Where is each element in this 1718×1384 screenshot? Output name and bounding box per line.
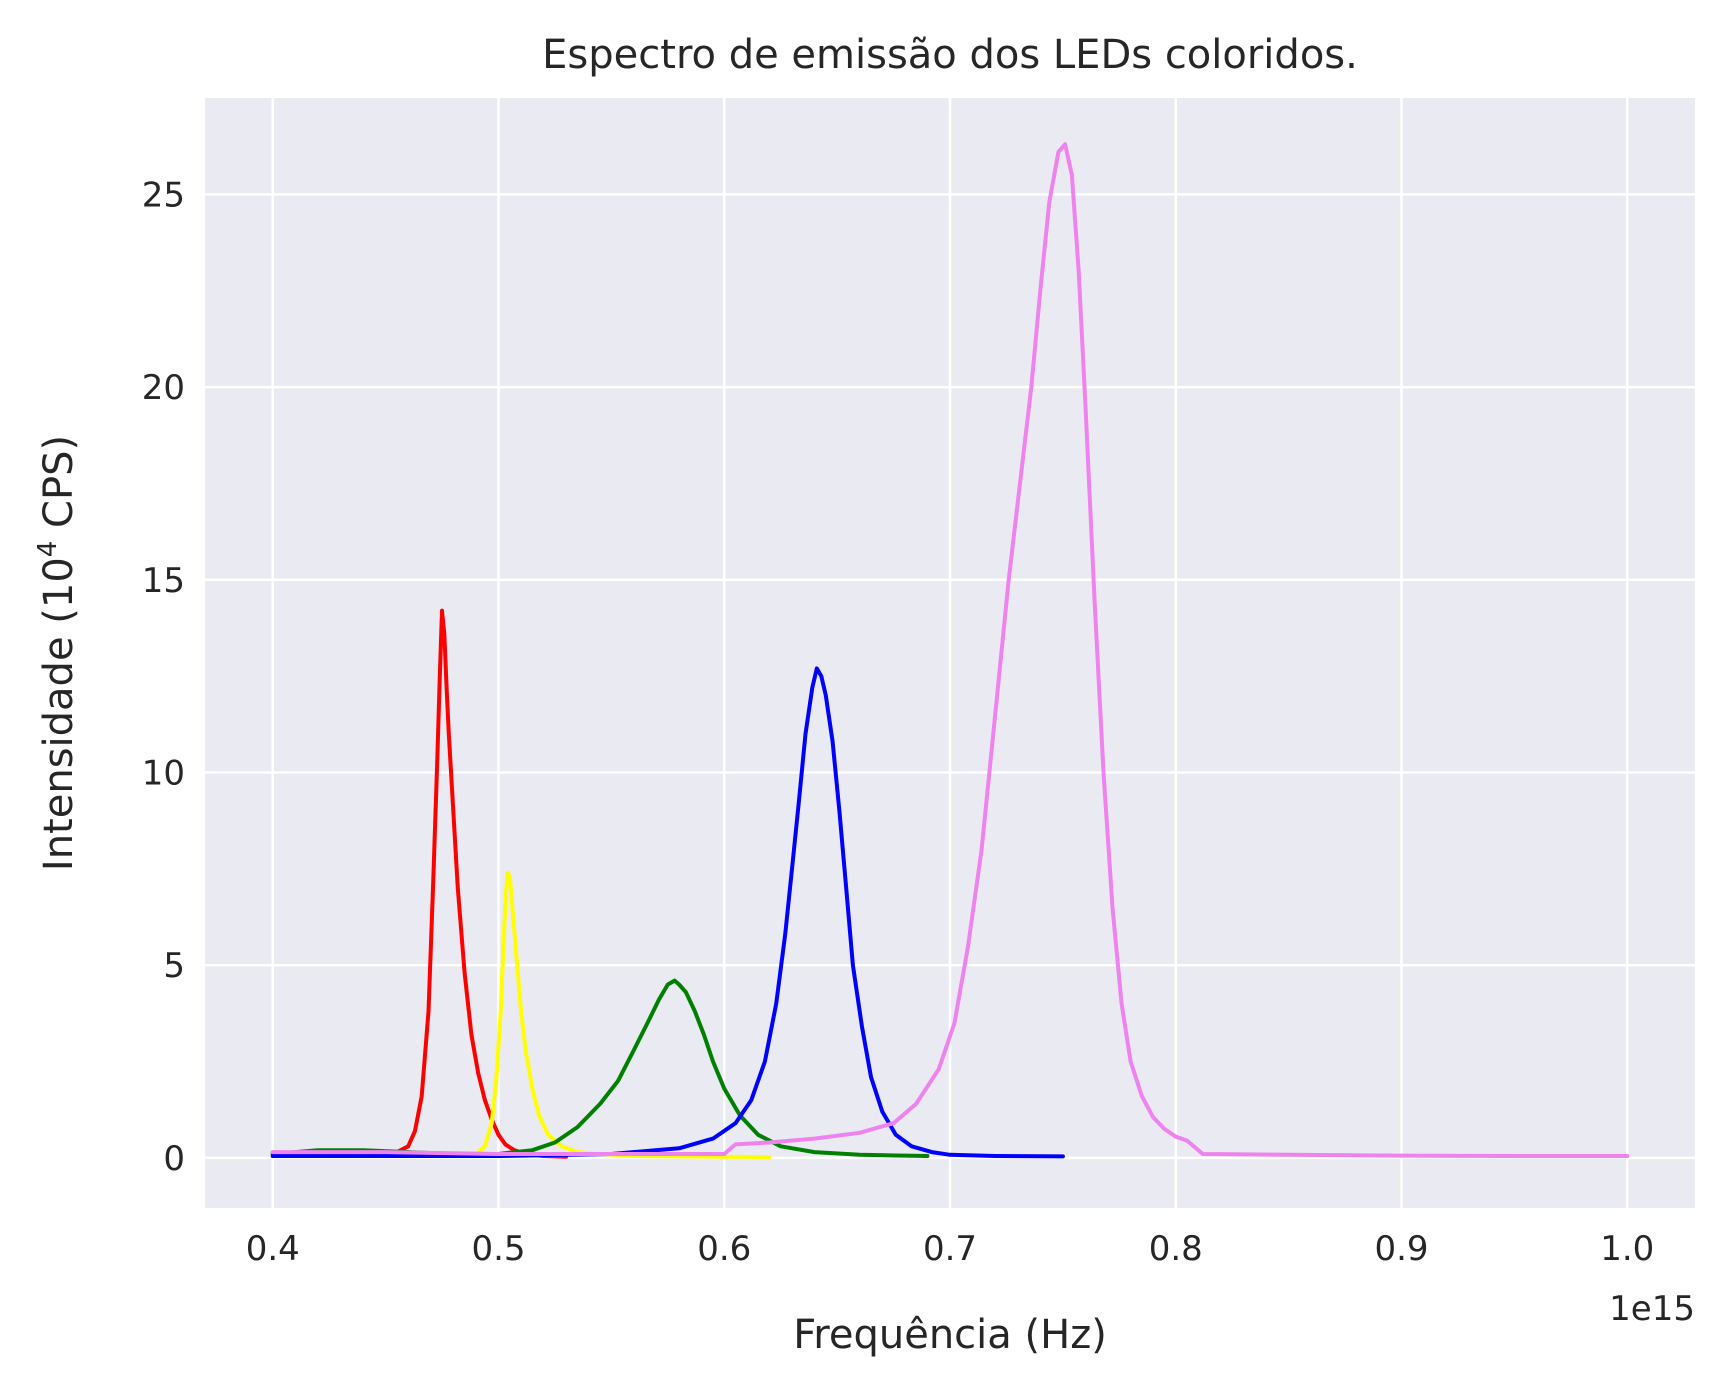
x-offset-label: 1e15: [1609, 1289, 1695, 1329]
grid: [205, 98, 1695, 1208]
y-tick-label: 15: [142, 561, 185, 601]
x-tick-label: 1.0: [1600, 1229, 1654, 1269]
chart-title: Espectro de emissão dos LEDs coloridos.: [542, 32, 1358, 78]
y-axis-label-main: Intensidade (10: [36, 557, 82, 871]
x-tick-label: 0.6: [697, 1229, 751, 1269]
y-axis-label-end: CPS): [36, 435, 82, 541]
x-axis-label: Frequência (Hz): [793, 1312, 1107, 1358]
y-tick-label: 5: [163, 946, 185, 986]
series-line: [270, 666, 1065, 1159]
x-tick-label: 0.8: [1149, 1229, 1203, 1269]
x-tick-label: 0.4: [246, 1229, 300, 1269]
y-tick-label: 10: [142, 753, 185, 793]
y-tick-label: 20: [142, 368, 185, 408]
y-axis-label: Intensidade (104 CPS): [33, 435, 82, 871]
series-layer: [270, 142, 1630, 1160]
x-axis-ticks: 0.4 0.5 0.6 0.7 0.8 0.9 1.0: [246, 1229, 1655, 1269]
x-tick-label: 0.7: [923, 1229, 977, 1269]
y-axis-ticks: 0 5 10 15 20 25: [142, 175, 185, 1179]
x-tick-label: 0.5: [471, 1229, 525, 1269]
series-line: [270, 608, 569, 1159]
y-tick-label: 25: [142, 175, 185, 215]
y-tick-label: 0: [163, 1139, 185, 1179]
x-tick-label: 0.9: [1374, 1229, 1428, 1269]
y-axis-label-sup: 4: [33, 541, 63, 558]
series-line: [270, 142, 1630, 1158]
